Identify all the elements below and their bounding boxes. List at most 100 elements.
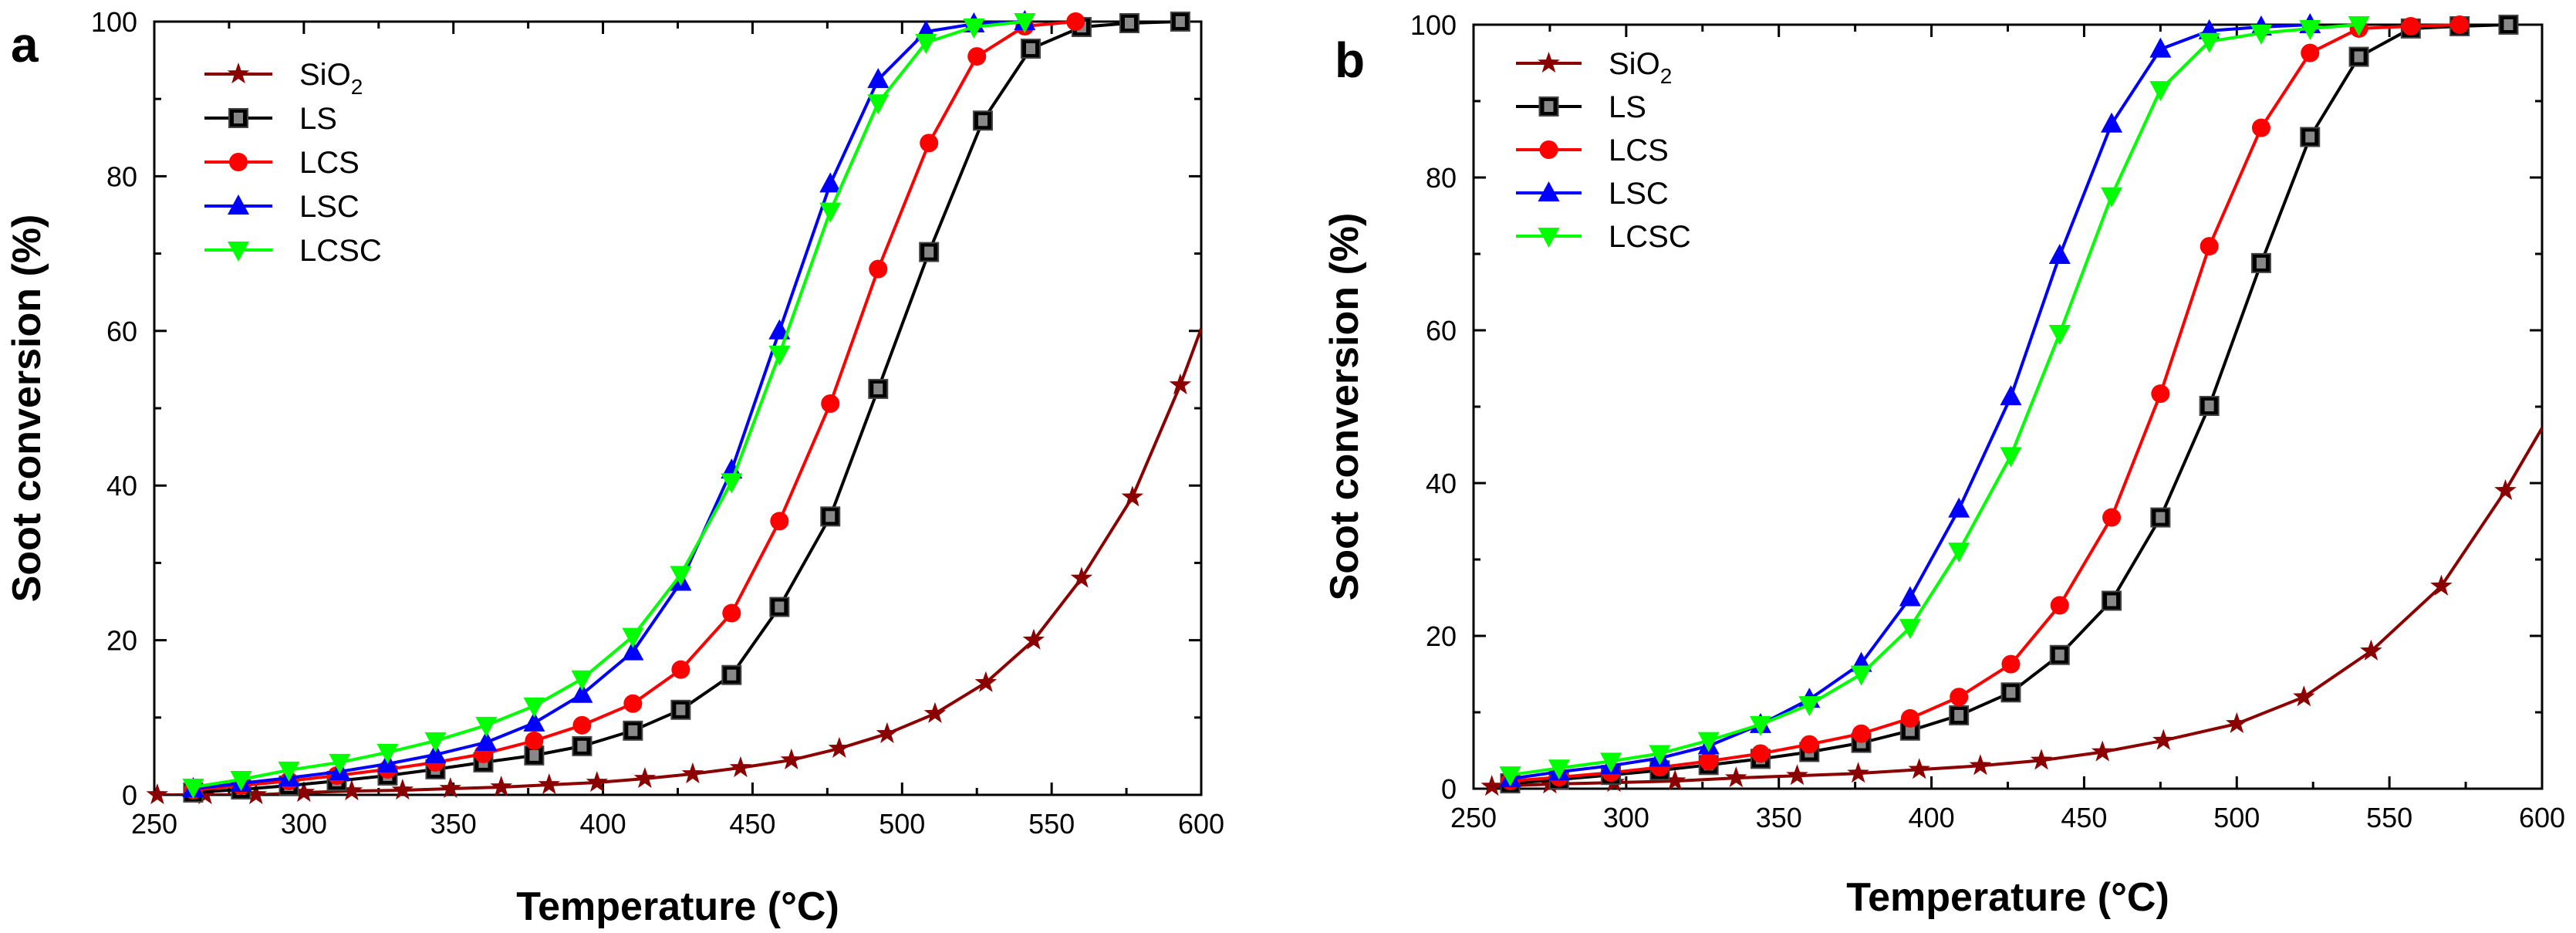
panel-b-x-tick-label: 450 xyxy=(2061,802,2107,833)
panel-b-y-tick-label: 80 xyxy=(1426,162,1457,194)
panel-a-y-tick-label: 60 xyxy=(106,316,137,347)
panel-a-plot-frame xyxy=(153,20,1203,796)
panel-b-x-tick-label: 350 xyxy=(1756,802,1802,833)
panel-a-point-sio2 xyxy=(633,767,657,789)
panel-b-point-lcsc xyxy=(1899,619,1921,640)
panel-a-y-tick-label: 100 xyxy=(91,6,137,38)
panel-b-point-lsc xyxy=(2048,243,2071,264)
panel-b-point-lcs xyxy=(2151,384,2170,404)
panel-a-x-tick-label: 450 xyxy=(729,808,775,840)
panel-b-point-lcsc xyxy=(2348,16,2370,36)
panel-a-point-lcs xyxy=(869,259,888,279)
panel-b-legend-item-lcsc: LCSC xyxy=(1516,220,1691,254)
panel-a-legend-label: LS xyxy=(299,102,337,136)
panel-b-point-lcs xyxy=(2200,237,2219,256)
panel-a-point-ls-marker-shading xyxy=(775,601,785,613)
panel-a-point-sio2 xyxy=(245,783,268,805)
panel-a-point-ls-marker-shading xyxy=(924,246,934,258)
panel-b-point-lcsc xyxy=(2101,187,2123,208)
panel-a-series-lcsc xyxy=(182,13,1036,799)
panel-b-point-lcsc xyxy=(1649,745,1671,766)
panel-a-legend-label: SiO2 xyxy=(299,58,363,99)
panel-b-y-axis-label: Soot conversion (%) xyxy=(1322,213,1367,601)
panel-b-y-tick-label: 40 xyxy=(1426,468,1457,499)
panel-a-point-sio2 xyxy=(1121,485,1144,507)
panel-a-point-lcs xyxy=(1066,12,1085,31)
panel-a-point-ls-marker-shading xyxy=(577,740,587,752)
panel-a-line-lcsc xyxy=(193,20,1025,789)
panel-b-point-lsc xyxy=(2101,112,2123,133)
panel-a-point-sio2 xyxy=(439,777,462,799)
panel-a-point-lsc xyxy=(867,68,890,89)
panel-a-point-ls-marker-shading xyxy=(676,704,686,715)
panel-a-point-sio2 xyxy=(292,781,316,803)
panel-a-x-tick-label: 300 xyxy=(281,808,327,840)
panel-a-point-sio2 xyxy=(974,671,998,692)
panel-a-line-lsc xyxy=(193,20,1025,790)
panel-b-legend-item-lsc: LSC xyxy=(1516,177,1669,211)
panel-b-point-sio2 xyxy=(1725,766,1747,788)
panel-b-legend-label: LCS xyxy=(1609,134,1669,167)
panel-a-x-tick-label: 350 xyxy=(430,808,477,840)
panel-a-x-tick-label: 500 xyxy=(879,808,925,840)
panel-a-point-lcs xyxy=(967,47,987,66)
panel-b-point-lcsc xyxy=(2048,324,2071,345)
panel-a: a 250 300 350 400 450 500 550 600 0 20 40 60 80 100 Te… xyxy=(5,6,1224,929)
panel-b-point-sio2 xyxy=(1908,758,1930,779)
panel-a-legend-marker-marker-shading xyxy=(234,113,243,123)
panel-b-legend-item-lcs: LCS xyxy=(1516,134,1669,167)
panel-b-x-tick-label: 250 xyxy=(1450,802,1497,833)
panel-a-point-lcsc xyxy=(278,761,300,782)
panel-b-x-tick-label: 500 xyxy=(2213,802,2260,833)
panel-a-point-sio2 xyxy=(391,779,414,800)
panel-a-point-sio2 xyxy=(780,748,803,769)
panel-a-point-ls xyxy=(623,720,643,741)
panel-b-point-ls-marker-shading xyxy=(2156,512,2166,523)
panel-b-point-ls-marker-shading xyxy=(2054,649,2065,661)
panel-b-line-sio2 xyxy=(1491,427,2542,788)
panel-a-point-lsc xyxy=(622,640,644,661)
panel-b-point-ls-marker-shading xyxy=(2107,595,2117,607)
panel-a-point-lcsc xyxy=(475,716,498,737)
panel-a-point-lcsc xyxy=(424,732,447,752)
panel-a-point-sio2 xyxy=(490,776,512,797)
panel-b-point-sio2 xyxy=(1480,775,1503,796)
panel-b-point-ls-marker-shading xyxy=(1954,709,1964,721)
panel-a-point-ls-marker-shading xyxy=(825,511,836,522)
panel-a-point-lcsc xyxy=(329,753,351,774)
panel-b-point-lsc xyxy=(2149,37,2172,58)
panel-a-line-ls xyxy=(193,20,1180,794)
panel-b-point-lcs xyxy=(2050,596,2069,615)
panel-a-y-tick-label: 40 xyxy=(106,470,137,502)
panel-a-point-lcsc xyxy=(182,778,204,799)
panel-a-point-lcs xyxy=(623,694,643,713)
panel-b-point-sio2 xyxy=(2430,574,2453,596)
panel-b-point-lcs xyxy=(1900,708,1919,728)
panel-a-legend-label: LCS xyxy=(299,146,360,180)
panel-a-y-tick-label: 20 xyxy=(106,625,137,657)
panel-b-point-lcs xyxy=(1950,688,1969,707)
panel-b-point-lsc xyxy=(1948,497,1970,518)
panel-a-legend-marker xyxy=(229,153,248,171)
panel-b-point-sio2 xyxy=(1786,764,1808,786)
panel-b-point-ls-marker-shading xyxy=(2503,19,2514,30)
panel-a-point-sio2 xyxy=(923,701,947,723)
panel-b-point-lcsc xyxy=(2000,447,2022,468)
panel-b-point-lsc xyxy=(1899,586,1921,607)
panel-a-point-sio2 xyxy=(1169,373,1192,395)
panel-a-point-lcsc xyxy=(622,627,644,648)
panel-b-point-ls-marker-shading xyxy=(1905,725,1915,736)
panel-a-line-sio2 xyxy=(157,328,1201,795)
panel-b-point-ls xyxy=(2150,507,2171,528)
panel-b-x-tick-label: 300 xyxy=(1603,802,1649,833)
panel-b-point-ls xyxy=(2102,590,2122,611)
panel-a-legend-marker xyxy=(228,242,249,262)
panel-a-point-ls-marker-shading xyxy=(628,725,638,736)
panel-b-point-lcs xyxy=(1751,744,1770,763)
panel-a-point-ls-marker-shading xyxy=(727,669,737,681)
panel-a-point-sio2 xyxy=(586,771,609,793)
panel-b-point-sio2 xyxy=(2226,712,2248,733)
panel-b-point-sio2 xyxy=(1969,754,1992,776)
panel-b-legend-label: LCSC xyxy=(1609,220,1691,254)
panel-b-point-ls-marker-shading xyxy=(2006,687,2016,698)
